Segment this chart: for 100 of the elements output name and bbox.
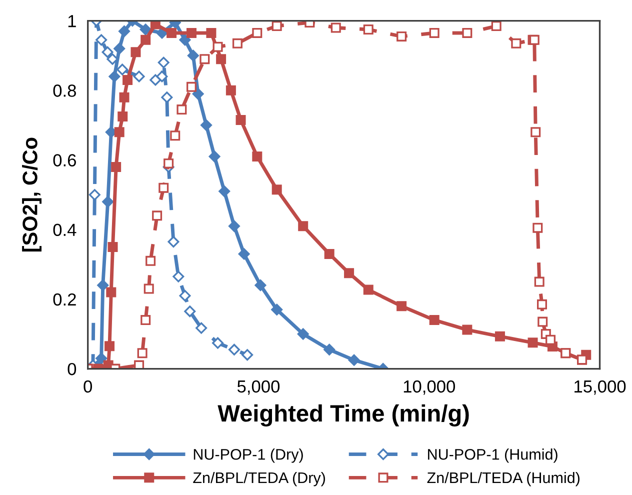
point bbox=[530, 127, 541, 138]
point bbox=[242, 349, 254, 361]
point bbox=[166, 28, 177, 38]
point bbox=[254, 280, 266, 292]
point bbox=[216, 54, 226, 64]
point bbox=[534, 276, 544, 287]
legend-label: NU-POP-1 (Dry) bbox=[194, 448, 303, 463]
point bbox=[170, 130, 180, 141]
point bbox=[186, 82, 196, 92]
point bbox=[144, 284, 154, 294]
y-tick-label: 0.8 bbox=[53, 84, 76, 97]
y-axis-title: [SO2], C/Co bbox=[22, 138, 42, 252]
y-tick-label: 0 bbox=[68, 362, 76, 376]
point bbox=[106, 287, 116, 298]
point bbox=[491, 21, 502, 32]
point bbox=[192, 88, 204, 100]
point bbox=[462, 28, 472, 38]
point bbox=[396, 301, 407, 312]
point bbox=[158, 182, 169, 193]
point bbox=[137, 348, 148, 358]
point bbox=[208, 150, 220, 162]
point bbox=[179, 34, 191, 46]
point bbox=[538, 316, 548, 327]
point bbox=[363, 284, 374, 295]
x-axis-title: Weighted Time (min/g) bbox=[218, 404, 469, 427]
point bbox=[96, 34, 108, 46]
point bbox=[168, 236, 180, 248]
point bbox=[184, 306, 196, 318]
y-tick-label: 0.4 bbox=[53, 224, 76, 236]
y-tick-label: 0.2 bbox=[53, 293, 76, 306]
point bbox=[114, 42, 126, 54]
y-tick-label: 0.6 bbox=[53, 154, 76, 166]
point bbox=[158, 56, 170, 68]
x-tick-label: 10,000 bbox=[404, 380, 455, 395]
point bbox=[164, 158, 174, 168]
point bbox=[396, 31, 407, 42]
point bbox=[236, 114, 246, 125]
x-tick-label: 5,000 bbox=[237, 380, 280, 395]
point bbox=[116, 64, 128, 76]
point bbox=[228, 220, 240, 232]
point bbox=[252, 28, 262, 38]
point bbox=[272, 184, 282, 195]
point bbox=[102, 46, 114, 58]
point bbox=[429, 315, 440, 326]
point bbox=[130, 47, 141, 58]
point bbox=[133, 70, 145, 82]
point bbox=[511, 38, 522, 48]
point bbox=[528, 338, 538, 348]
point bbox=[212, 42, 223, 52]
point bbox=[462, 324, 472, 335]
point bbox=[119, 92, 130, 102]
point bbox=[200, 119, 212, 131]
point bbox=[324, 344, 336, 356]
point bbox=[200, 54, 210, 64]
legend-label: Zn/BPL/TEDA (Dry) bbox=[193, 472, 326, 486]
point bbox=[348, 354, 360, 366]
point bbox=[156, 70, 168, 82]
point bbox=[330, 22, 341, 33]
legend-label: NU-POP-1 (Humid) bbox=[428, 448, 558, 463]
point bbox=[324, 248, 334, 259]
point bbox=[252, 152, 262, 162]
point bbox=[297, 328, 309, 340]
x-tick-label: 0 bbox=[84, 380, 92, 393]
point bbox=[108, 70, 120, 82]
point bbox=[108, 242, 118, 252]
point bbox=[196, 322, 208, 334]
point bbox=[212, 337, 224, 349]
point bbox=[104, 341, 115, 352]
point bbox=[186, 28, 196, 38]
point bbox=[118, 111, 128, 122]
y-tick-label: 1 bbox=[68, 15, 76, 28]
point bbox=[122, 74, 133, 85]
point bbox=[363, 24, 374, 34]
point bbox=[532, 222, 543, 233]
point bbox=[238, 248, 250, 260]
point bbox=[228, 344, 240, 356]
point bbox=[494, 331, 505, 342]
point bbox=[88, 189, 100, 201]
point bbox=[546, 334, 556, 345]
point bbox=[97, 280, 109, 292]
point bbox=[429, 28, 440, 38]
legend-label: Zn/BPL/TEDA (Humid) bbox=[427, 472, 580, 486]
point bbox=[298, 221, 308, 232]
point bbox=[536, 299, 547, 310]
point bbox=[344, 268, 354, 278]
point bbox=[232, 38, 242, 48]
point bbox=[226, 85, 236, 96]
point bbox=[140, 34, 151, 45]
point bbox=[172, 270, 184, 282]
point bbox=[179, 290, 191, 302]
point bbox=[146, 256, 156, 266]
point bbox=[118, 25, 130, 37]
point bbox=[140, 315, 151, 326]
point bbox=[114, 127, 124, 138]
point bbox=[102, 196, 114, 208]
point bbox=[187, 50, 199, 62]
point bbox=[150, 20, 160, 30]
point bbox=[271, 304, 283, 316]
point bbox=[96, 352, 108, 364]
point bbox=[111, 162, 122, 172]
